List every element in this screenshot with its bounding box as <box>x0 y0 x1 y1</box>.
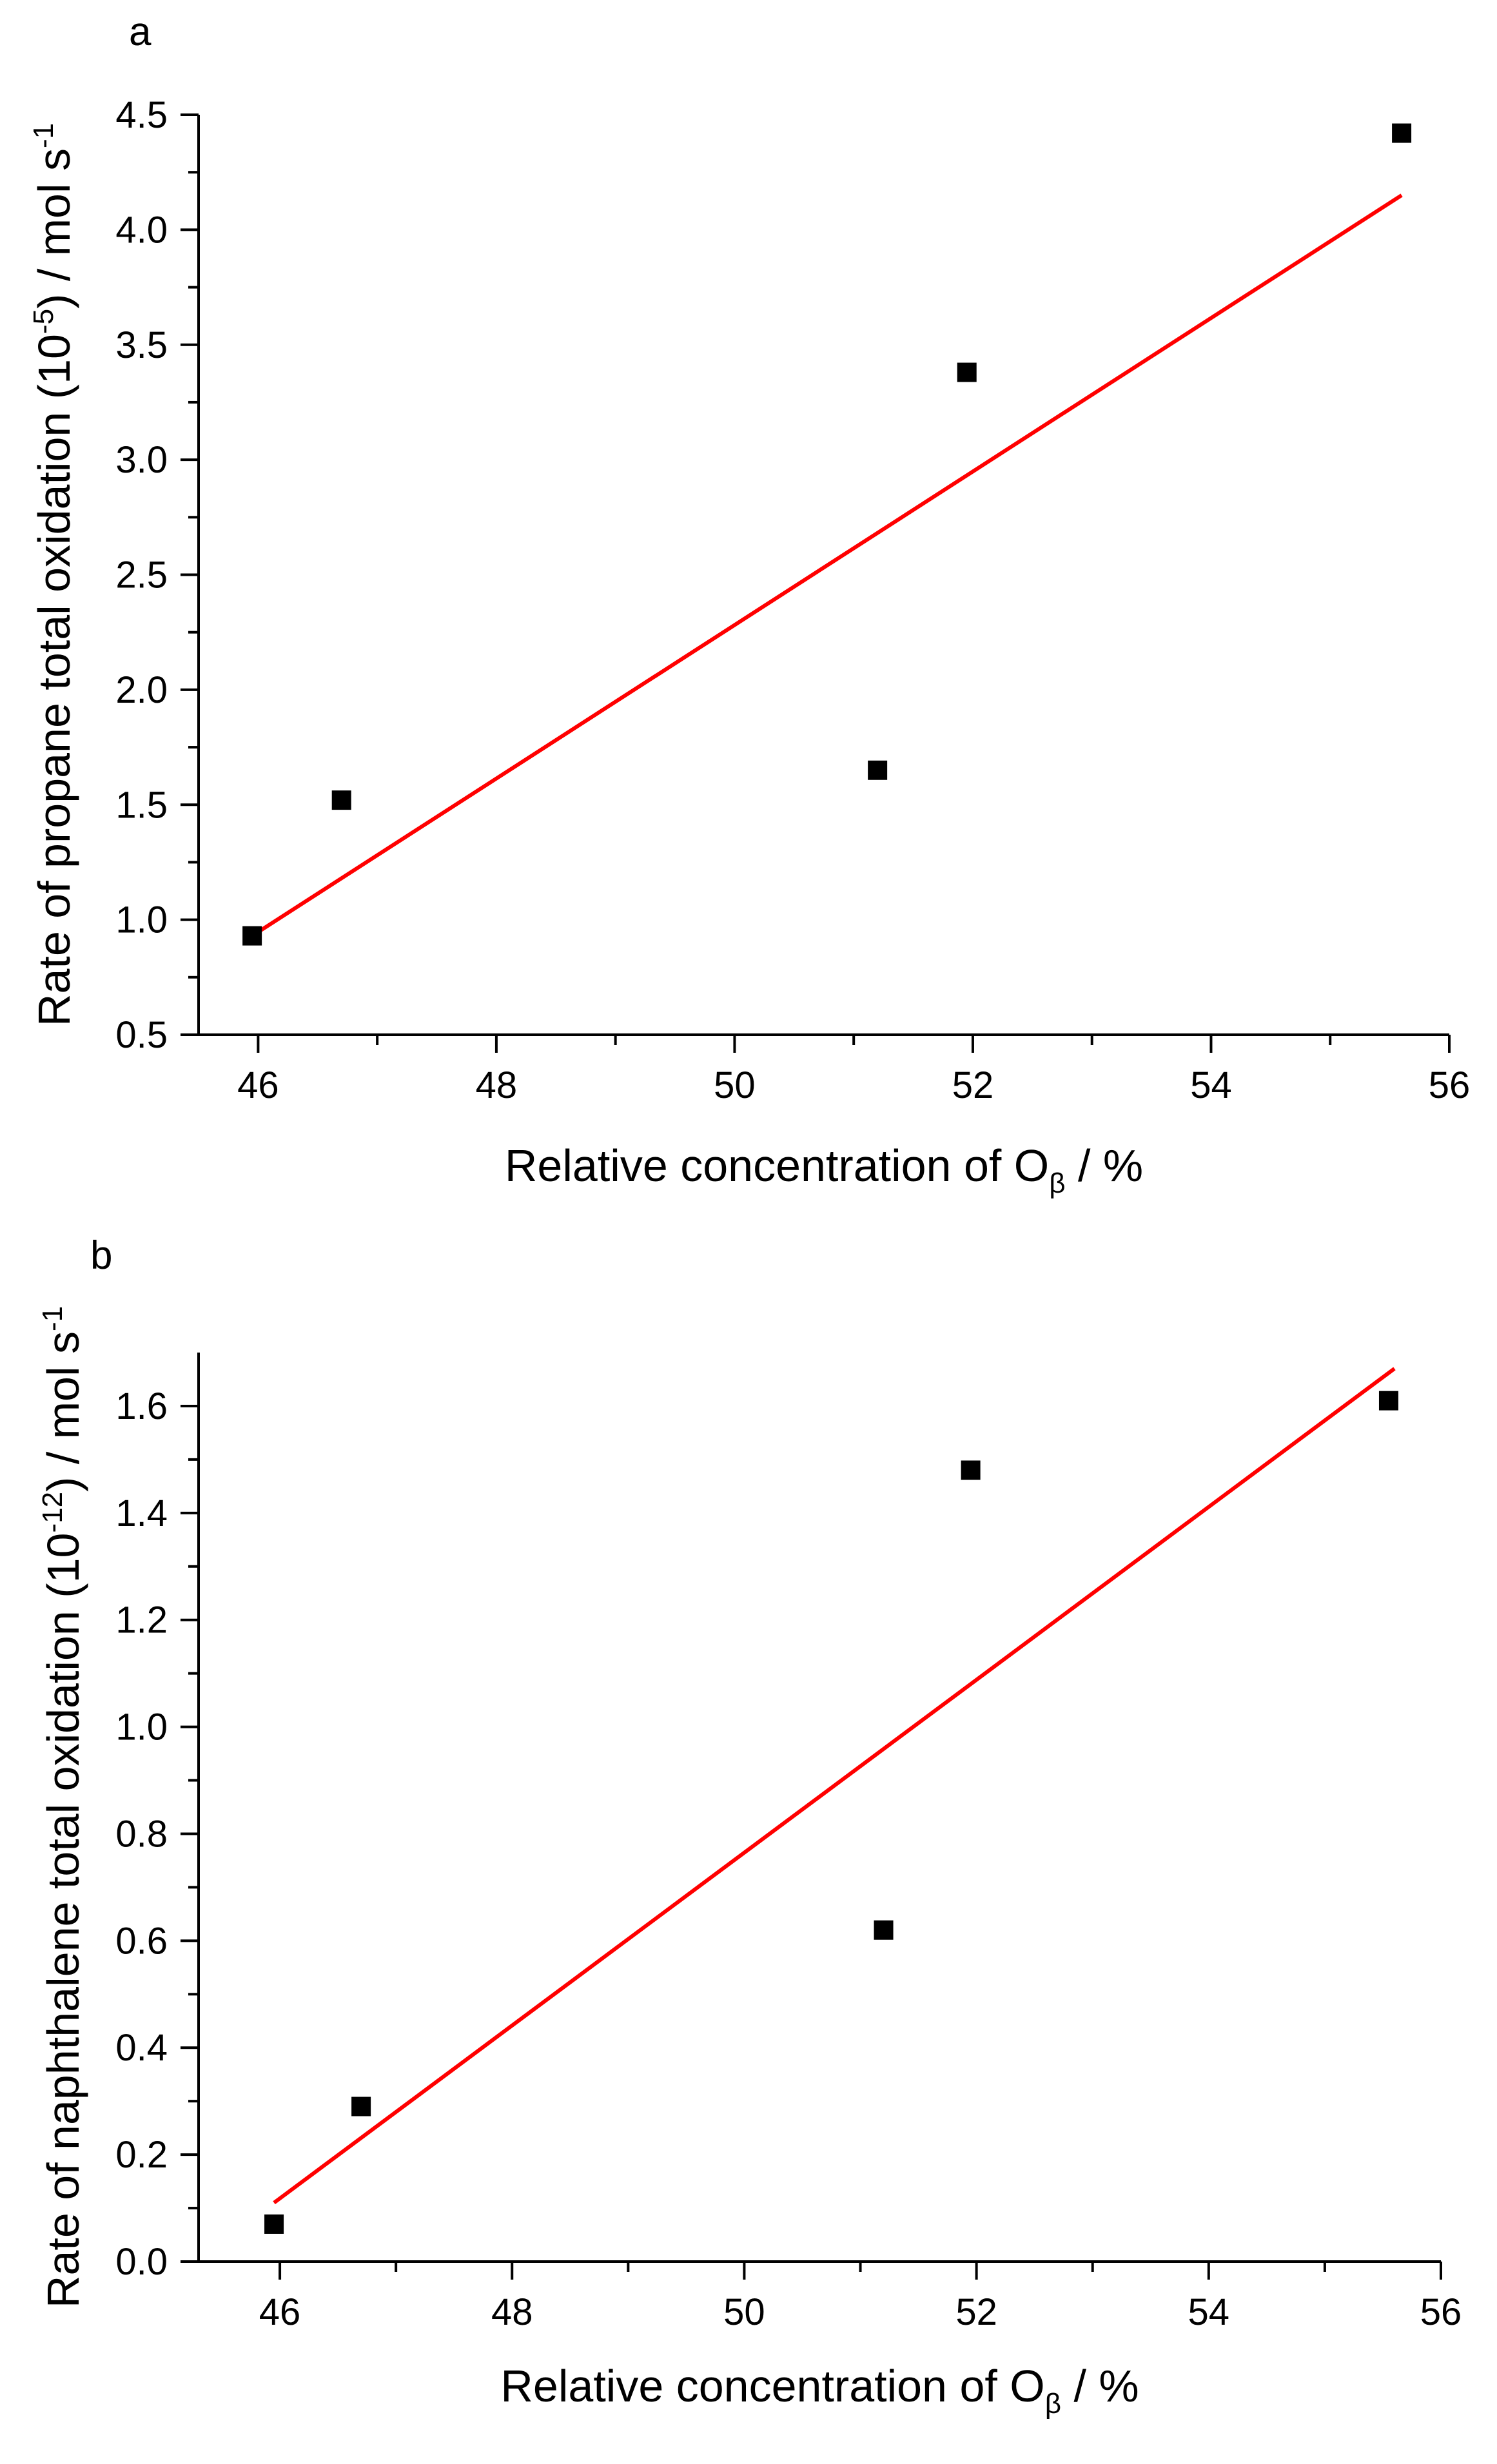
x-tick-label: 48 <box>491 2291 533 2333</box>
x-tick-label: 52 <box>955 2291 997 2333</box>
x-tick-label: 48 <box>476 1064 518 1106</box>
y-tick-label: 1.4 <box>115 1492 168 1534</box>
data-point <box>1378 1391 1398 1411</box>
data-point <box>868 760 888 780</box>
x-axis-title: Relative concentration of Oβ / % <box>505 1140 1143 1199</box>
panel-a: 46 48 50 52 54 56 0.5 1.0 1.5 2.0 2.5 3.0 3.5 4.0 4.5 a… <box>28 10 1470 1199</box>
panel-label: a <box>129 10 152 54</box>
data-point <box>874 1920 894 1940</box>
data-point <box>264 2214 284 2234</box>
y-tick-label: 0.6 <box>115 1920 168 1962</box>
y-axis-title: Rate of propane total oxidation (10-5) /… <box>28 123 79 1026</box>
y-tick-label: 1.0 <box>115 899 168 941</box>
x-tick-label: 46 <box>237 1064 279 1106</box>
y-tick-label: 4.0 <box>115 209 168 251</box>
fit-line <box>251 193 1403 938</box>
x-tick-label: 56 <box>1429 1064 1471 1106</box>
y-tick-label: 2.5 <box>115 554 168 596</box>
data-point <box>331 790 351 810</box>
data-point <box>1392 123 1412 143</box>
x-tick-label: 50 <box>714 1064 756 1106</box>
x-tick-label: 46 <box>259 2291 301 2333</box>
data-point <box>961 1460 981 1480</box>
y-tick-label: 1.6 <box>115 1385 168 1427</box>
panel-b: 46 48 50 52 54 56 0.0 0.2 0.4 0.6 0.8 1.0 1.2 1.4 1.6 b… <box>37 1233 1462 2420</box>
y-axis-title: Rate of naphthalene total oxidation (10-… <box>37 1306 88 2308</box>
x-axis-title: Relative concentration of Oβ / % <box>500 2361 1139 2420</box>
data-point <box>957 362 977 382</box>
data-point <box>242 926 262 946</box>
y-tick-label: 1.0 <box>115 1706 168 1748</box>
y-tick-label: 1.5 <box>115 784 168 826</box>
x-tick-label: 54 <box>1190 1064 1232 1106</box>
y-tick-label: 1.2 <box>115 1599 168 1641</box>
y-tick-label: 3.5 <box>115 324 168 366</box>
y-tick-label: 0.5 <box>115 1014 168 1056</box>
data-point <box>351 2097 371 2117</box>
fit-line <box>273 1367 1396 2205</box>
y-tick-label: 4.5 <box>115 94 168 136</box>
y-tick-label: 0.2 <box>115 2134 168 2176</box>
x-tick-label: 54 <box>1188 2291 1230 2333</box>
panel-label: b <box>90 1233 112 1278</box>
x-tick-label: 52 <box>952 1064 994 1106</box>
y-tick-label: 0.0 <box>115 2241 168 2283</box>
y-tick-label: 0.4 <box>115 2027 168 2069</box>
y-tick-label: 0.8 <box>115 1813 168 1855</box>
y-tick-label: 2.0 <box>115 669 168 711</box>
y-tick-label: 3.0 <box>115 439 168 481</box>
x-tick-label: 56 <box>1420 2291 1462 2333</box>
x-tick-label: 50 <box>723 2291 765 2333</box>
